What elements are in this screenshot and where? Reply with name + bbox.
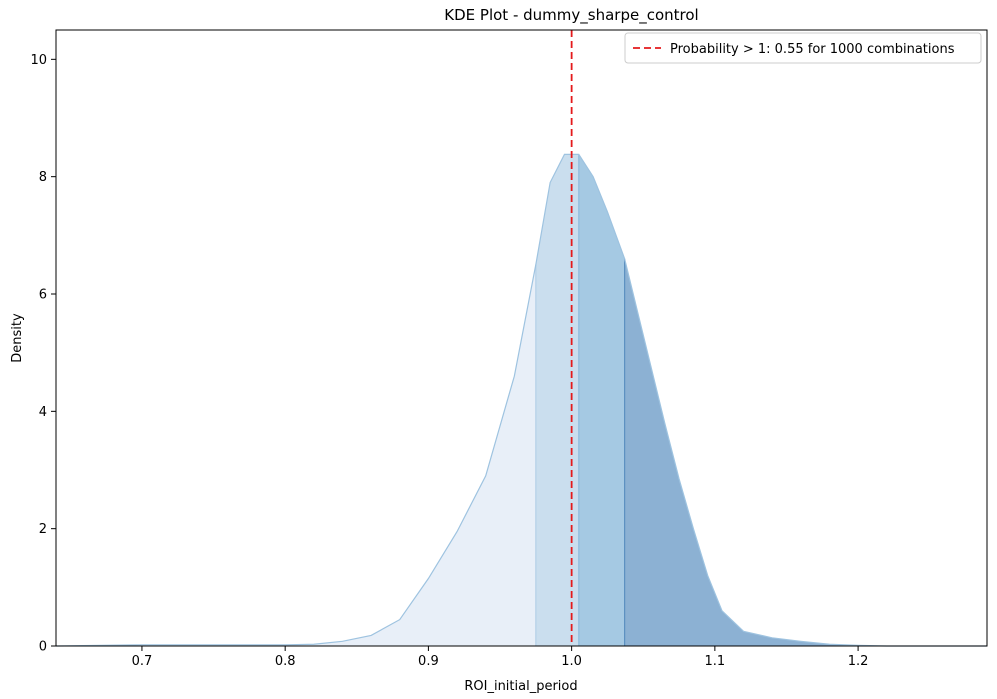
- legend: Probability > 1: 0.55 for 1000 combinati…: [624, 32, 982, 64]
- kde-band-4: [624, 258, 987, 646]
- y-tick-label: 0: [39, 640, 47, 655]
- legend-label: Probability > 1: 0.55 for 1000 combinati…: [670, 42, 955, 57]
- kde-band-1: [56, 264, 536, 646]
- kde-bands: [56, 154, 987, 646]
- y-tick-label: 8: [39, 170, 47, 185]
- x-axis: 0.7 0.8 0.9 1.0 1.1 1.2: [132, 646, 869, 669]
- y-tick-label: 2: [39, 522, 47, 537]
- kde-band-edges: [535, 154, 626, 646]
- y-axis: 0 2 4 6 8 10: [30, 53, 56, 655]
- x-axis-label: ROI_initial_period: [464, 679, 577, 694]
- x-tick-label: 1.2: [848, 654, 869, 669]
- chart-title: KDE Plot - dummy_sharpe_control: [444, 6, 698, 25]
- y-tick-label: 10: [30, 53, 47, 68]
- y-tick-label: 6: [39, 288, 47, 303]
- y-tick-label: 4: [39, 405, 47, 420]
- x-tick-label: 0.8: [275, 654, 296, 669]
- legend-box: [624, 32, 982, 64]
- x-tick-label: 1.1: [705, 654, 726, 669]
- kde-outline: [55, 153, 987, 647]
- y-axis-label: Density: [10, 313, 25, 363]
- x-tick-label: 0.9: [418, 654, 439, 669]
- kde-band-3: [578, 154, 625, 646]
- kde-band-2: [535, 154, 579, 646]
- x-tick-label: 0.7: [132, 654, 153, 669]
- plot-frame: [55, 29, 988, 647]
- x-tick-label: 1.0: [561, 654, 582, 669]
